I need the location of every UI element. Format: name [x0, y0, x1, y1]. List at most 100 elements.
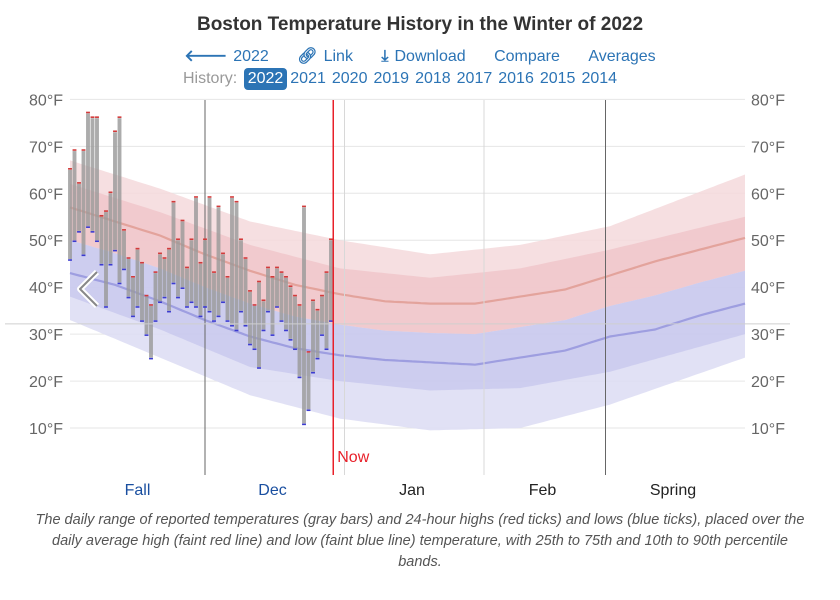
- range-bar-day-3: [81, 151, 86, 255]
- range-bar-day-18: [149, 305, 153, 358]
- season-label-feb: Feb: [529, 482, 557, 499]
- range-bar-day-43: [261, 301, 266, 330]
- range-bar-day-29: [198, 263, 203, 316]
- season-label-spring: Spring: [650, 482, 696, 499]
- range-bar-day-7: [99, 216, 104, 264]
- history-year-2022[interactable]: 2022: [243, 68, 288, 90]
- range-bar-day-53: [306, 352, 311, 410]
- scroll-left-chevron-outline-icon[interactable]: [79, 271, 98, 307]
- range-bar-day-40: [248, 291, 252, 344]
- avg-low-line: [69, 272, 746, 366]
- range-bar-day-8: [104, 212, 108, 306]
- band-25-75-high: [70, 183, 745, 335]
- season-label-fall: Fall: [125, 482, 151, 499]
- y-tick-left-10: 10°F: [29, 421, 63, 438]
- range-bar-day-10: [113, 132, 117, 250]
- range-bar-day-15: [135, 249, 140, 306]
- range-bar-day-42: [257, 282, 261, 368]
- range-bar-day-20: [158, 254, 162, 302]
- history-year-2015[interactable]: 2015: [539, 70, 576, 87]
- chart-caption: The daily range of reported temperatures…: [35, 512, 805, 570]
- download-label: Download: [394, 48, 466, 65]
- range-bar-day-22: [167, 249, 171, 311]
- range-bar-day-30: [203, 240, 207, 306]
- y-tick-right-70: 70°F: [751, 139, 785, 156]
- history-year-2021[interactable]: 2021: [290, 70, 326, 87]
- range-bar-day-45: [270, 277, 275, 335]
- temperature-chart: 10°F 10°F 20°F 20°F 30°F 30°F 40°F 40°F 50°F 50°F…: [5, 92, 790, 499]
- range-bar-day-4: [86, 113, 90, 227]
- range-bar-day-49: [288, 287, 293, 339]
- y-tick-right-60: 60°F: [751, 186, 785, 203]
- history-year-2016[interactable]: 2016: [498, 70, 534, 87]
- range-bar-day-54: [311, 301, 315, 372]
- range-bar-day-39: [243, 259, 248, 325]
- chart-nav: 🡐 2022 🔗︎ Link ⤓ Download Compare Averages: [0, 45, 840, 66]
- compare-link[interactable]: Compare: [494, 48, 560, 65]
- range-bar-day-31: [207, 197, 212, 311]
- range-bar-day-38: [239, 240, 243, 311]
- range-bar-day-58: [329, 240, 333, 321]
- history-year-selector: History: 2022 2021 2020 2019 2018 2017 2016 201…: [183, 68, 620, 90]
- y-tick-left-50: 50°F: [29, 233, 63, 250]
- range-bar-day-6: [95, 118, 99, 241]
- range-bar-day-33: [216, 207, 221, 316]
- y-tick-left-70: 70°F: [29, 139, 63, 156]
- range-bar-day-27: [189, 240, 194, 302]
- y-tick-right-30: 30°F: [751, 327, 785, 344]
- y-tick-left-60: 60°F: [29, 186, 63, 203]
- download-icon: ⤓: [381, 48, 389, 65]
- history-year-2019[interactable]: 2019: [373, 70, 410, 87]
- range-bar-day-55: [315, 310, 320, 358]
- range-bar-day-21: [162, 259, 167, 297]
- prev-year-link[interactable]: 🡐 2022: [184, 45, 269, 66]
- y-tick-right-10: 10°F: [751, 421, 785, 438]
- range-bar-day-2: [77, 183, 81, 231]
- range-bar-day-35: [225, 277, 230, 321]
- range-bar-day-41: [252, 305, 257, 349]
- band-25-75-low: [70, 240, 745, 391]
- y-tick-right-50: 50°F: [751, 233, 785, 250]
- history-year-2017[interactable]: 2017: [456, 70, 493, 87]
- range-bar-day-12: [122, 230, 126, 269]
- history-year-2014[interactable]: 2014: [581, 70, 618, 87]
- range-bar-day-47: [279, 273, 284, 321]
- averages-link[interactable]: Averages: [588, 48, 656, 65]
- range-bar-day-9: [108, 193, 113, 264]
- y-tick-left-80: 80°F: [29, 92, 63, 109]
- range-bar-day-37: [234, 202, 239, 330]
- range-bar-day-0: [68, 169, 72, 260]
- y-tick-left-30: 30°F: [29, 327, 63, 344]
- link-link[interactable]: 🔗︎ Link: [297, 46, 353, 66]
- range-bar-day-5: [90, 118, 95, 231]
- history-label: History:: [183, 70, 238, 87]
- history-year-2018[interactable]: 2018: [415, 70, 451, 87]
- season-label-jan: Jan: [399, 482, 425, 499]
- y-tick-right-20: 20°F: [751, 374, 785, 391]
- y-tick-left-20: 20°F: [29, 374, 63, 391]
- download-link[interactable]: ⤓ Download: [381, 48, 465, 66]
- range-bar-day-46: [275, 268, 279, 306]
- season-label-dec: Dec: [258, 482, 286, 499]
- range-bar-day-23: [171, 202, 176, 283]
- range-bar-day-44: [266, 268, 270, 311]
- range-bar-day-34: [221, 254, 225, 302]
- range-bar-day-51: [297, 305, 302, 377]
- range-bar-day-32: [212, 273, 216, 321]
- range-bar-day-25: [180, 221, 185, 288]
- range-bar-day-50: [293, 296, 297, 349]
- range-bar-day-17: [144, 296, 149, 335]
- range-bar-day-19: [153, 273, 158, 321]
- range-bar-day-57: [324, 273, 329, 349]
- prev-year-label: 2022: [233, 48, 269, 65]
- range-bar-day-48: [284, 277, 288, 330]
- link-icon: 🔗︎: [297, 48, 318, 65]
- range-bar-day-52: [302, 207, 306, 424]
- range-bar-day-56: [320, 296, 324, 335]
- link-label: Link: [323, 48, 353, 65]
- range-bar-day-24: [176, 240, 180, 297]
- history-year-2020[interactable]: 2020: [331, 70, 368, 87]
- range-bar-day-36: [230, 197, 234, 325]
- range-bar-day-28: [194, 197, 198, 306]
- range-bar-day-14: [131, 277, 135, 316]
